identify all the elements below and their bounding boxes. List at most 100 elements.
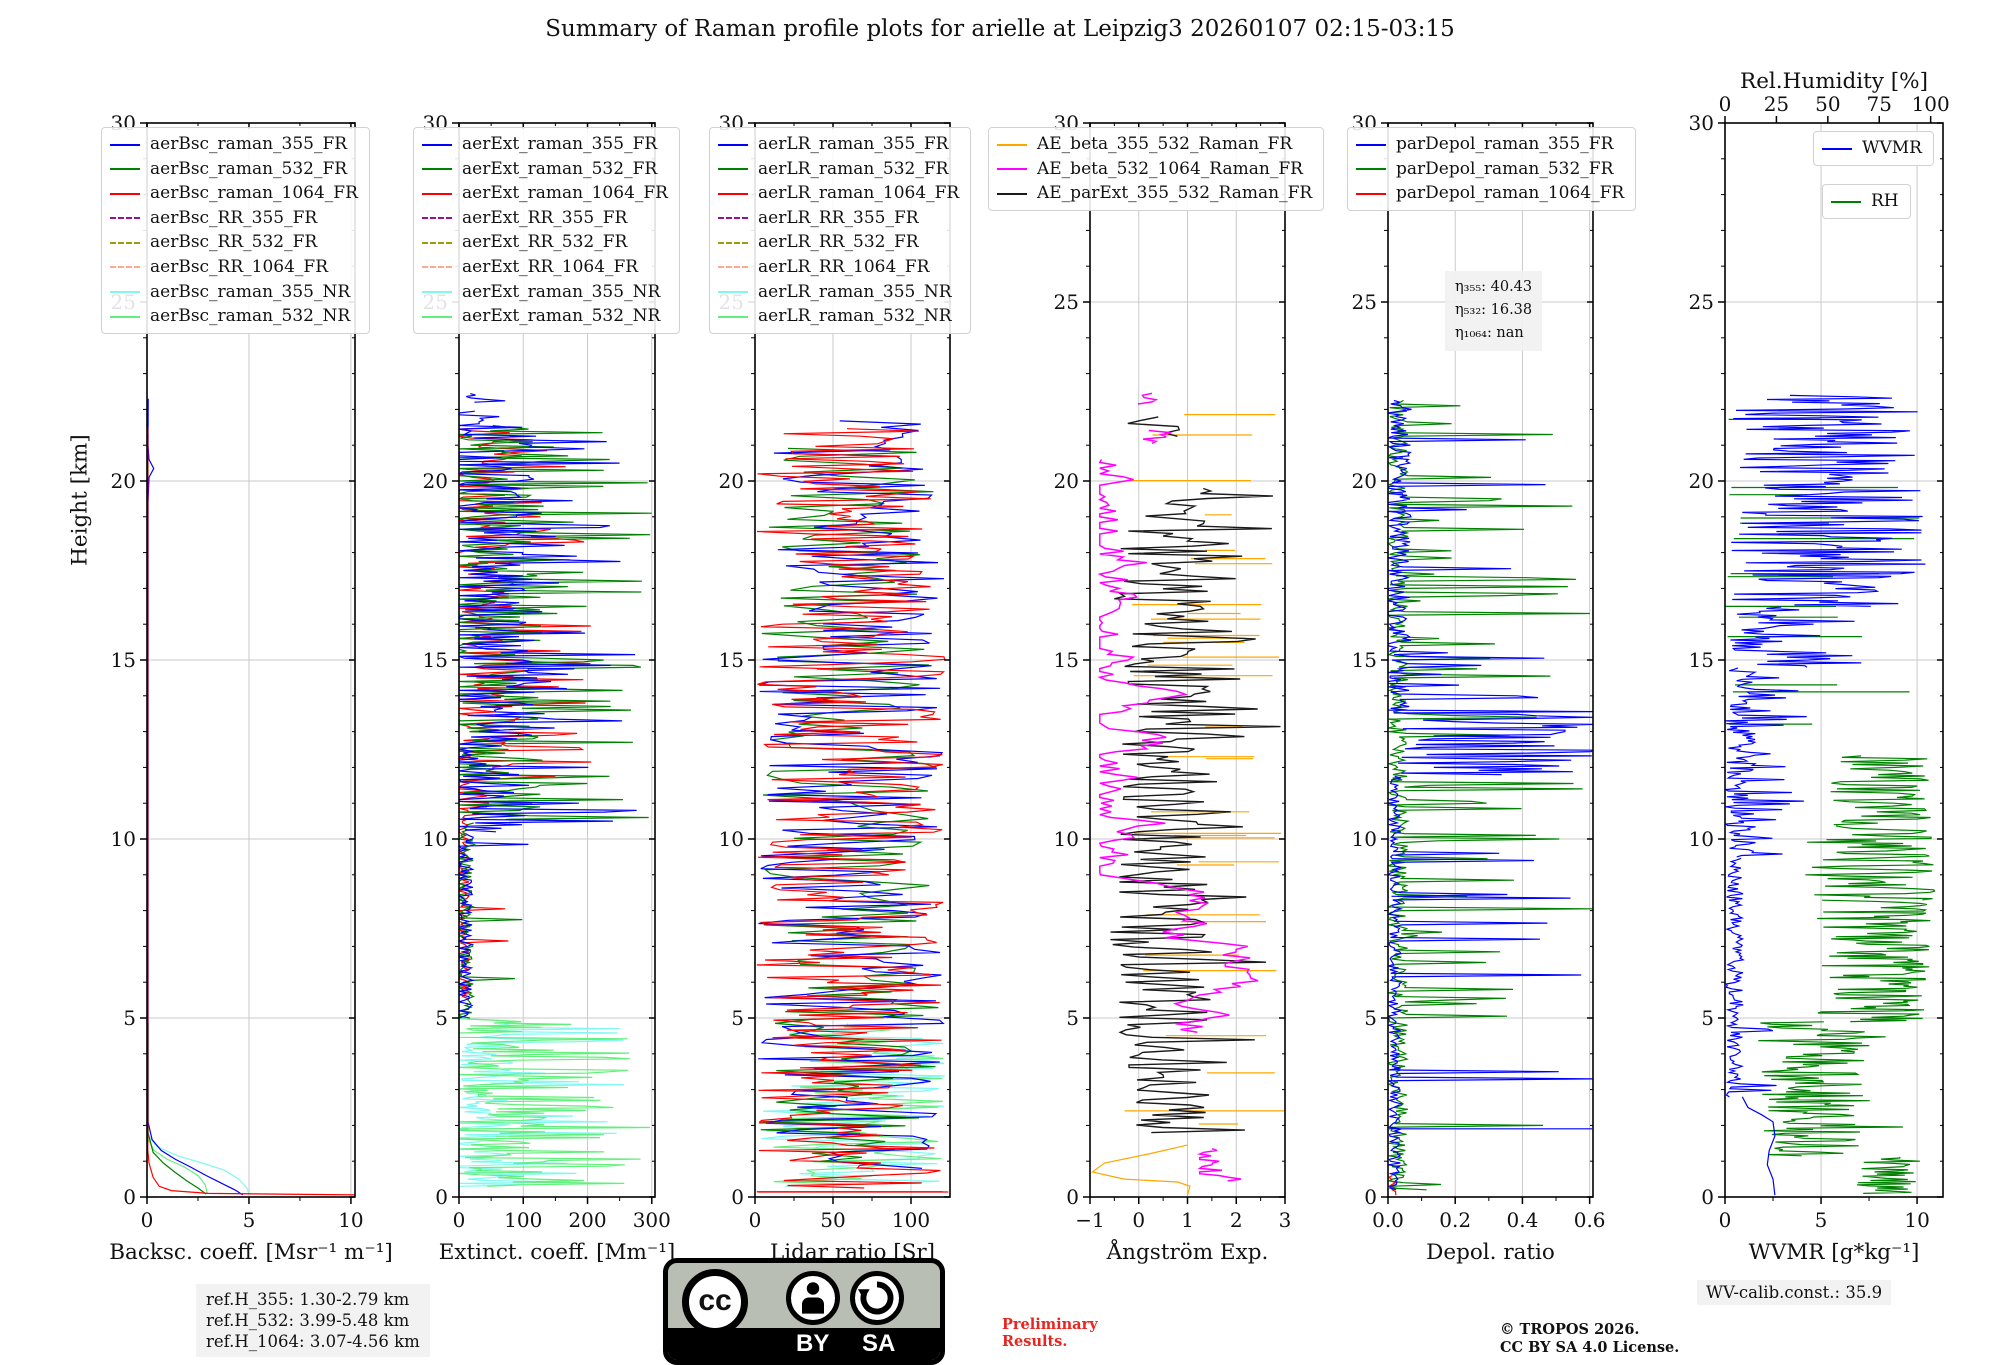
circular-arrow-icon — [857, 1281, 894, 1315]
preliminary-results-note: Preliminary Results. — [1002, 1316, 1098, 1351]
legend-entry-aerBsc_raman_355_FR: aerBsc_raman_355_FR — [110, 132, 358, 157]
legend-label: parDepol_raman_1064_FR — [1396, 183, 1625, 204]
series-RH — [1725, 418, 1936, 1194]
series-aerExt_raman_355_FR — [459, 393, 637, 1019]
legend-label: parDepol_raman_355_FR — [1396, 134, 1614, 154]
eta-1064: η₁₀₆₄: nan — [1455, 325, 1524, 342]
plot-primitive — [1090, 392, 1285, 1196]
plot-primitive: 20 — [1352, 469, 1377, 493]
series-AE_beta_532_1064_Raman_FR — [1097, 392, 1259, 1182]
legend-entry-aerExt_raman_1064_FR: aerExt_raman_1064_FR — [422, 181, 668, 206]
plot-primitive: 2 — [1230, 1208, 1243, 1232]
reference-heights-annotation: ref.H_355: 1.30-2.79 km ref.H_532: 3.99-… — [196, 1284, 430, 1358]
legend-entry-aerLR_raman_532_NR: aerLR_raman_532_NR — [718, 304, 959, 329]
legend-label: aerBsc_raman_532_NR — [150, 306, 351, 327]
plot-primitive: 15 — [111, 648, 136, 672]
eta-532: η₅₃₂: 16.38 — [1455, 302, 1533, 319]
legend-swatch — [422, 217, 452, 220]
plot-primitive: 0 — [1719, 92, 1732, 116]
legend-entry-AE_beta_355_532_Raman_FR: AE_beta_355_532_Raman_FR — [997, 132, 1312, 157]
legend-entry-aerExt_raman_355_NR: aerExt_raman_355_NR — [422, 280, 668, 305]
plot-primitive: 5 — [435, 1006, 448, 1030]
legend-swatch — [422, 315, 452, 318]
series-AE_parExt_355_532_Raman_FR — [1110, 416, 1281, 1134]
legend-swatch — [1831, 200, 1861, 203]
plot-primitive: 200 — [568, 1208, 606, 1232]
legend-swatch — [422, 291, 452, 294]
legend-entry-aerLR_raman_1064_FR: aerLR_raman_1064_FR — [718, 181, 959, 206]
plot-primitive: Rel.Humidity [%] — [1740, 69, 1928, 94]
plot-primitive: 0 — [1364, 1185, 1377, 1209]
legend-label: parDepol_raman_532_FR — [1396, 158, 1614, 179]
plot-primitive: 25 — [1764, 92, 1789, 116]
plot-primitive: Extinct. coeff. [Mm⁻¹] — [439, 1240, 676, 1265]
plot-primitive: 15 — [1689, 648, 1714, 672]
preliminary-line2: Results. — [1002, 1333, 1068, 1351]
plot-primitive: 20 — [423, 469, 448, 493]
plot-primitive: 0 — [1701, 1185, 1714, 1209]
legend-label: aerExt_raman_355_FR — [462, 134, 658, 154]
legend-label: aerExt_RR_1064_FR — [462, 256, 639, 277]
legend-lidar_ratio: aerLR_raman_355_FR aerLR_raman_532_FR aerL… — [709, 127, 972, 334]
plot-primitive: 0.6 — [1574, 1208, 1606, 1232]
series-aerBsc_raman_532_NR — [147, 1023, 208, 1194]
legend-swatch — [718, 168, 748, 171]
legend-entry-aerExt_RR_1064_FR: aerExt_RR_1064_FR — [422, 255, 668, 280]
legend-entry-aerBsc_raman_532_NR: aerBsc_raman_532_NR — [110, 304, 358, 329]
legend-label: aerExt_raman_355_NR — [462, 281, 661, 302]
plot-primitive: 25 — [1689, 290, 1714, 314]
plot-primitive: 20 — [719, 469, 744, 493]
wv-calibration-annotation: WV-calib.const.: 35.9 — [1697, 1280, 1892, 1305]
plot-primitive: 25 — [1054, 290, 1079, 314]
legend-entry-WVMR: WVMR — [1822, 136, 1922, 161]
plot-primitive: 20 — [1689, 469, 1714, 493]
series-parDepol_raman_532_FR — [1388, 399, 1593, 1191]
plot-primitive: 5 — [243, 1208, 256, 1232]
cc-logo-icon: cc — [682, 1269, 748, 1335]
series-aerLR_raman_1064_FR — [756, 428, 949, 1193]
legend-entry-RH: RH — [1831, 189, 1899, 214]
legend-entry-AE_parExt_355_532_Raman_FR: AE_parExt_355_532_Raman_FR — [997, 181, 1312, 206]
legend-label: aerLR_RR_355_FR — [758, 207, 919, 228]
legend-entry-aerLR_RR_355_FR: aerLR_RR_355_FR — [718, 206, 959, 231]
plot-primitive: 5 — [1815, 1208, 1828, 1232]
copyright-line1: © TROPOS 2026. — [1500, 1321, 1640, 1338]
legend-swatch — [422, 241, 452, 244]
legend-swatch — [718, 266, 748, 269]
legend-entry-aerLR_RR_1064_FR: aerLR_RR_1064_FR — [718, 255, 959, 280]
plot-primitive: 10 — [1904, 1208, 1929, 1232]
legend-label: aerLR_raman_532_FR — [758, 158, 949, 179]
plot-primitive: 5 — [1701, 1006, 1714, 1030]
eta-355: η₃₅₅: 40.43 — [1455, 279, 1533, 295]
legend-swatch — [718, 315, 748, 318]
plot-primitive: −1 — [1075, 1208, 1104, 1232]
preliminary-line1: Preliminary — [1002, 1316, 1098, 1333]
plot-primitive: 5 — [1364, 1006, 1377, 1030]
legend-label: WVMR — [1862, 138, 1922, 158]
calibration-eta-annotation: η₃₅₅: 40.43 η₅₃₂: 16.38 η₁₀₆₄: nan — [1445, 271, 1543, 351]
plot-primitive: 10 — [423, 827, 448, 851]
plot-primitive: 10 — [1689, 827, 1714, 851]
plot-primitive: 15 — [1054, 648, 1079, 672]
legend-label: aerLR_RR_1064_FR — [758, 256, 930, 277]
plot-primitive: 0.4 — [1507, 1208, 1539, 1232]
plot-primitive — [1388, 399, 1593, 1196]
plot-primitive: 0 — [749, 1208, 762, 1232]
legend-label: aerBsc_RR_1064_FR — [150, 256, 329, 277]
series-AE_beta_355_532_Raman_FR — [1090, 414, 1285, 1196]
legend-swatch — [1356, 168, 1386, 171]
plot-primitive: 0 — [1719, 1208, 1732, 1232]
legend-label: aerBsc_raman_532_FR — [150, 158, 348, 179]
legend-label: aerExt_raman_532_NR — [462, 306, 661, 327]
legend-entry-aerBsc_RR_532_FR: aerBsc_RR_532_FR — [110, 230, 358, 255]
legend-swatch — [422, 266, 452, 269]
legend-depol_ratio: parDepol_raman_355_FR parDepol_raman_532_… — [1347, 127, 1637, 211]
series-aerBsc_raman_1064_FR — [147, 427, 355, 1196]
legend-swatch — [718, 192, 748, 195]
series-parDepol_raman_355_FR — [1388, 399, 1593, 1191]
legend-label: aerLR_raman_355_FR — [758, 134, 949, 154]
